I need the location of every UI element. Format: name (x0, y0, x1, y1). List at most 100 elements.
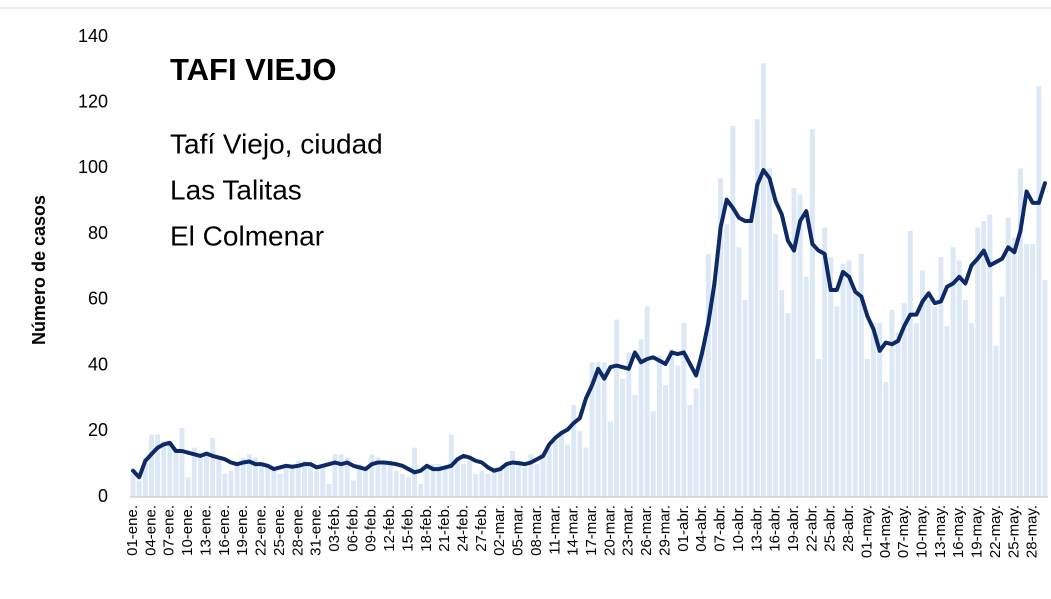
bar (357, 464, 362, 497)
bar (155, 434, 160, 497)
bar (889, 309, 895, 497)
bar (577, 431, 583, 497)
bar (161, 441, 167, 497)
x-tick-label: 27-feb. (473, 505, 490, 552)
lines (131, 168, 1047, 480)
bar (418, 483, 424, 497)
bar (699, 349, 705, 497)
bar (907, 230, 913, 497)
bar (289, 467, 295, 497)
bar (663, 385, 668, 497)
x-tick-label: 07-ene. (161, 505, 178, 556)
bar (950, 247, 956, 497)
bar (852, 290, 858, 497)
x-tick-label: 23-mar. (620, 505, 637, 556)
bar (607, 421, 613, 497)
x-tick-label: 11-mar. (546, 505, 563, 555)
bar (240, 457, 246, 497)
bar (295, 460, 301, 497)
bar (705, 253, 711, 497)
bar (1036, 86, 1042, 498)
bar (773, 234, 779, 497)
bar (204, 454, 209, 497)
bar (877, 322, 883, 497)
x-tick-label: 13-abr. (748, 505, 765, 552)
bar (846, 260, 852, 497)
bar (748, 214, 754, 497)
x-tick-label: 19-may. (969, 505, 986, 558)
x-tick-label: 05-mar. (510, 505, 527, 556)
x-tick-label: 19-ene. (234, 505, 251, 556)
bar (993, 345, 999, 497)
bar (718, 178, 724, 498)
bar (724, 224, 730, 498)
y-tick-label: 120 (78, 91, 108, 111)
x-tick-label: 28-abr. (840, 505, 857, 552)
bar (981, 221, 987, 497)
x-tick-label: 22-ene. (253, 505, 270, 556)
bar (858, 253, 864, 497)
annotation: El Colmenar (170, 220, 324, 251)
annotation: Tafí Viejo, ciudad (170, 128, 383, 159)
bar (528, 454, 534, 497)
bar (454, 457, 460, 497)
bar (975, 227, 981, 498)
bar (253, 457, 258, 497)
x-tick-label: 22-may. (987, 505, 1004, 558)
y-axis-label: Número de casos (29, 195, 49, 345)
x-tick-label: 10-may. (914, 505, 931, 558)
bar (185, 477, 191, 497)
x-tick-label: 03-feb. (326, 505, 343, 552)
bar (901, 303, 907, 497)
bar (822, 227, 828, 498)
bar (1005, 217, 1011, 497)
bar (883, 382, 889, 497)
bar (614, 319, 619, 497)
bar (424, 467, 430, 497)
bar (191, 447, 197, 497)
bar (167, 441, 173, 497)
bar (791, 188, 797, 497)
bar (969, 322, 974, 497)
bar (497, 467, 503, 497)
bar (534, 464, 540, 497)
bar (277, 474, 283, 497)
bar (675, 365, 681, 497)
bar (620, 378, 626, 497)
x-tick-label: 17-mar. (583, 505, 600, 556)
x-tick-label: 19-abr. (785, 505, 802, 552)
bar (559, 431, 564, 497)
bar (210, 437, 216, 497)
x-tick-label: 09-feb. (363, 505, 380, 552)
bar (938, 257, 944, 497)
bar (491, 467, 497, 497)
bar (406, 477, 411, 497)
bar (283, 464, 289, 497)
y-tick-label: 80 (88, 223, 108, 243)
bar (136, 480, 142, 497)
bar (736, 247, 742, 497)
bar (142, 457, 148, 497)
bar (1030, 244, 1036, 497)
bar (399, 474, 405, 497)
y-tick-label: 40 (88, 354, 108, 374)
bar (442, 467, 448, 497)
bar (522, 467, 528, 497)
bar (932, 306, 938, 497)
bar (595, 362, 601, 497)
bar (461, 464, 466, 497)
bar (840, 263, 846, 497)
bar (216, 457, 222, 497)
bar (332, 454, 338, 497)
y-tick-label: 140 (78, 26, 108, 46)
bar (1042, 280, 1048, 497)
bar (375, 457, 381, 497)
bar (809, 129, 815, 497)
bar (565, 444, 571, 497)
bar (381, 460, 387, 497)
x-tick-label: 14-mar. (565, 505, 582, 556)
x-tick-label: 04-may. (877, 505, 894, 558)
bar (540, 454, 546, 497)
annotation: Las Talitas (170, 174, 302, 205)
